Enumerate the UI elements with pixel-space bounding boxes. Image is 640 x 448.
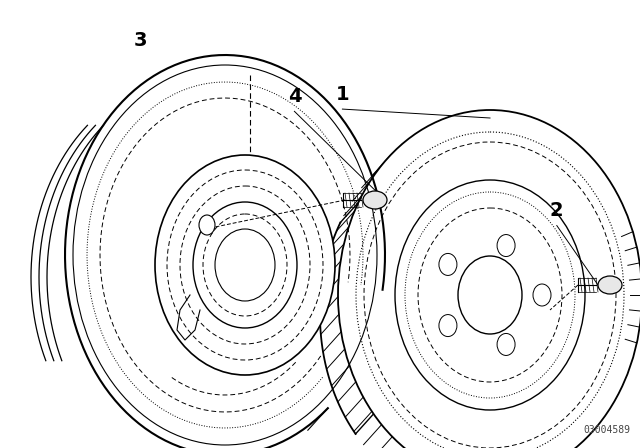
- Text: 2: 2: [550, 201, 564, 220]
- Ellipse shape: [598, 276, 622, 294]
- Ellipse shape: [155, 155, 335, 375]
- Ellipse shape: [338, 110, 640, 448]
- Text: 4: 4: [287, 87, 301, 106]
- Ellipse shape: [395, 180, 585, 410]
- Ellipse shape: [193, 202, 297, 328]
- Ellipse shape: [363, 191, 387, 209]
- Ellipse shape: [458, 256, 522, 334]
- Ellipse shape: [338, 110, 640, 448]
- Ellipse shape: [65, 55, 385, 448]
- Ellipse shape: [439, 314, 457, 336]
- Text: 1: 1: [335, 85, 349, 103]
- Ellipse shape: [439, 254, 457, 276]
- Ellipse shape: [199, 215, 215, 235]
- Text: 03004589: 03004589: [583, 425, 630, 435]
- Text: 3: 3: [134, 31, 148, 50]
- Ellipse shape: [533, 284, 551, 306]
- Ellipse shape: [497, 235, 515, 257]
- Ellipse shape: [215, 229, 275, 301]
- Ellipse shape: [497, 333, 515, 355]
